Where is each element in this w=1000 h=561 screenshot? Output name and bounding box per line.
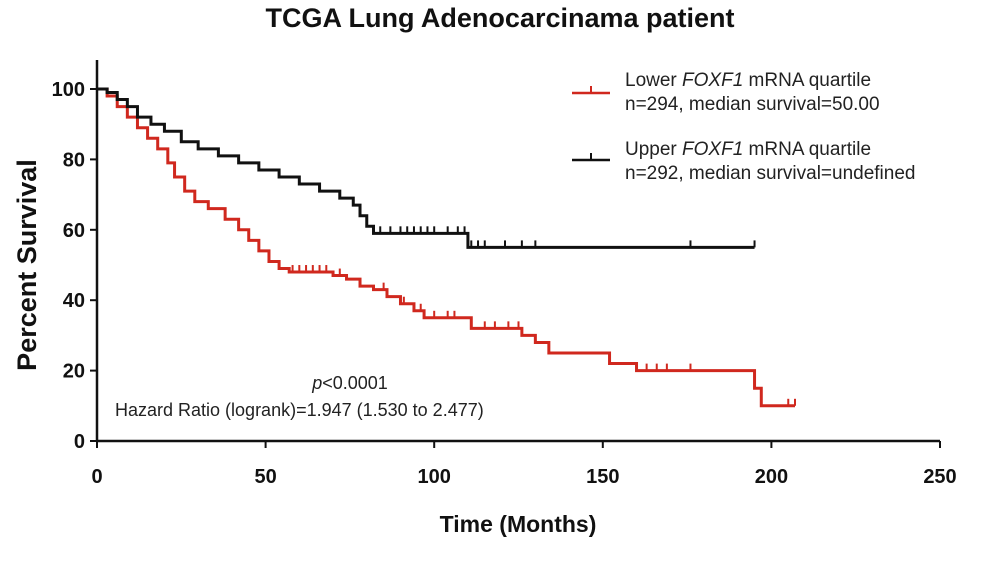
x-tick-label: 200 xyxy=(755,466,788,488)
survival-curve xyxy=(97,87,755,249)
y-tick-label: 60 xyxy=(63,220,85,242)
legend-stats-lower: n=294, median survival=50.00 xyxy=(625,94,880,115)
x-axis-label: Time (Months) xyxy=(440,511,597,537)
y-tick-label: 20 xyxy=(63,361,85,383)
legend-entry-lower: Lower FOXF1 mRNA quartile n=294, median … xyxy=(572,70,880,115)
p-value-annotation: p<0.0001 xyxy=(311,373,388,393)
chart-title: TCGA Lung Adenocarcinama patient xyxy=(265,3,734,33)
x-tick-label: 50 xyxy=(254,466,276,488)
y-tick-label: 80 xyxy=(63,149,85,171)
x-tick-label: 150 xyxy=(586,466,619,488)
survival-curve xyxy=(97,87,796,408)
legend-label-upper: Upper FOXF1 mRNA quartile xyxy=(625,139,871,160)
series-upper xyxy=(97,87,756,249)
legend: Lower FOXF1 mRNA quartile n=294, median … xyxy=(572,70,915,184)
legend-label-lower: Lower FOXF1 mRNA quartile xyxy=(625,70,871,91)
hazard-ratio-annotation: Hazard Ratio (logrank)=1.947 (1.530 to 2… xyxy=(115,400,484,420)
series-group xyxy=(97,87,797,408)
x-tick-label: 100 xyxy=(418,466,451,488)
y-tick-label: 0 xyxy=(74,431,85,453)
y-axis-label: Percent Survival xyxy=(12,159,42,371)
axes: 0 50 100 150 200 250 0 20 40 60 80 100 xyxy=(52,60,957,488)
y-tick-label: 40 xyxy=(63,290,85,312)
x-tick-label: 0 xyxy=(91,466,102,488)
legend-entry-upper: Upper FOXF1 mRNA quartile n=292, median … xyxy=(572,139,915,184)
series-lower xyxy=(97,87,797,408)
legend-stats-upper: n=292, median survival=undefined xyxy=(625,163,915,184)
x-tick-label: 250 xyxy=(923,466,956,488)
y-tick-label: 100 xyxy=(52,79,85,101)
